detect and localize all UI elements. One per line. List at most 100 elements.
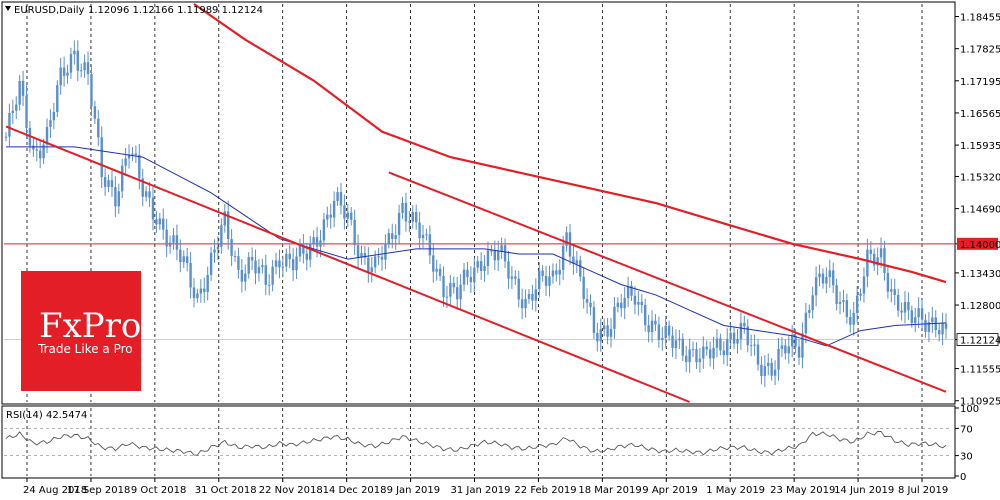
symbol-dropdown-icon[interactable] <box>5 6 11 11</box>
candle-body <box>384 243 387 260</box>
candle-body <box>213 249 216 253</box>
candle-body <box>250 257 254 261</box>
candle-body <box>131 153 134 155</box>
candle-body <box>616 302 620 307</box>
rsi-y-tick-label: 30 <box>960 452 973 463</box>
candle-body <box>654 320 657 325</box>
candle-body <box>589 302 592 308</box>
candle-body <box>674 340 678 348</box>
candle-body <box>367 257 370 273</box>
channel-line <box>388 171 947 393</box>
y-tick-label: 1.17195 <box>960 77 1000 88</box>
candle-body <box>271 266 274 285</box>
candle-body <box>883 248 886 274</box>
candle-body <box>339 192 343 206</box>
rsi-y-tick-label: 70 <box>960 424 973 435</box>
candle-body <box>538 270 541 290</box>
candle-body <box>698 358 702 363</box>
candle-body <box>452 282 455 288</box>
candle-body <box>312 237 315 244</box>
candle-body <box>873 253 876 266</box>
candle-body <box>370 267 373 273</box>
candle-body <box>896 294 900 311</box>
candle-body <box>695 349 698 363</box>
candle-body <box>268 284 271 286</box>
candle-body <box>551 270 555 277</box>
candle-body <box>777 348 780 370</box>
rsi-series <box>4 427 952 457</box>
candle-body <box>937 330 941 335</box>
candle-body <box>770 362 773 376</box>
candle-body <box>541 270 544 277</box>
x-tick-label: 23 May 2019 <box>770 485 835 496</box>
candle-body <box>767 362 770 367</box>
candle-body <box>322 219 326 241</box>
candle-body <box>773 369 777 376</box>
candle-body <box>432 255 435 272</box>
candle-body <box>845 300 849 318</box>
candle-body <box>493 250 496 261</box>
candle-body <box>281 266 285 268</box>
candle-body <box>295 256 298 271</box>
y-tick-label: 1.10925 <box>960 397 1000 408</box>
price-label-box <box>957 237 998 250</box>
candle-body <box>189 263 192 288</box>
candle-body <box>141 178 144 197</box>
candle-body <box>531 293 534 301</box>
candle-body <box>158 218 162 225</box>
candle-body <box>685 355 688 363</box>
candle-body <box>667 325 671 336</box>
candle-body <box>664 325 667 338</box>
candle-body <box>411 212 414 222</box>
candle-body <box>52 111 56 121</box>
candle-body <box>203 288 206 292</box>
channel-line <box>5 125 691 403</box>
symbol-label[interactable]: EURUSD,Daily <box>14 5 85 16</box>
candle-body <box>326 214 329 220</box>
candle-body <box>527 293 531 299</box>
candle-body <box>11 110 15 113</box>
candle-body <box>38 150 42 159</box>
candle-body <box>514 276 517 279</box>
rsi-line <box>5 430 947 456</box>
candle-body <box>196 293 199 299</box>
candle-body <box>941 323 944 335</box>
candle-body <box>209 252 213 275</box>
x-tick-label: 9 Jan 2019 <box>387 485 441 496</box>
candle-body <box>900 310 903 313</box>
candle-body <box>356 245 360 258</box>
candle-body <box>240 269 244 282</box>
candle-body <box>907 301 910 311</box>
candle-body <box>291 259 295 271</box>
candle-body <box>302 243 305 254</box>
candle-body <box>185 256 189 264</box>
price-panel <box>1 1 956 405</box>
candle-body <box>661 337 664 340</box>
candle-body <box>534 289 538 301</box>
candle-body <box>380 256 384 260</box>
candle-body <box>756 344 760 365</box>
candle-body <box>8 112 11 137</box>
candle-body <box>510 276 514 279</box>
candle-body <box>343 205 346 219</box>
y-tick-label: 1.15320 <box>960 172 1000 183</box>
candle-body <box>319 240 322 247</box>
candle-body <box>561 245 565 270</box>
y-tick-label: 1.15935 <box>960 141 1000 152</box>
candle-body <box>80 70 83 72</box>
candle-body <box>832 270 835 286</box>
candle-body <box>244 273 247 282</box>
candle-body <box>73 50 76 55</box>
candle-body <box>462 269 466 285</box>
candle-body <box>332 200 336 218</box>
candle-body <box>435 268 438 272</box>
logo-text: FxPro <box>39 306 141 346</box>
candle-body <box>110 180 114 188</box>
candle-body <box>736 339 739 344</box>
candle-body <box>842 300 845 302</box>
candle-body <box>288 253 291 260</box>
candle-body <box>264 265 267 285</box>
y-tick-label: 1.16565 <box>960 109 1000 120</box>
candle-body <box>257 267 261 274</box>
